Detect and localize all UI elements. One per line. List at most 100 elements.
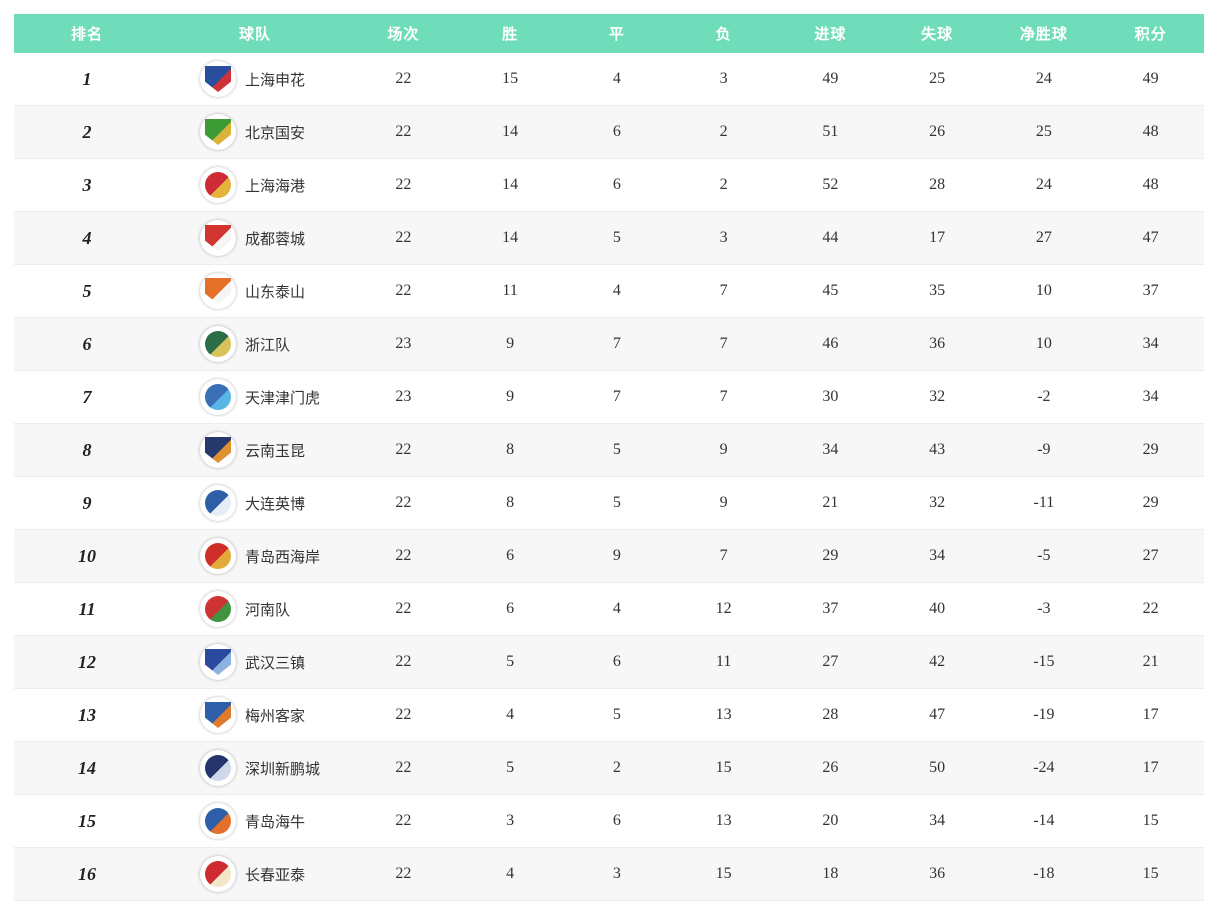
team-logo-icon (200, 432, 236, 468)
rank-cell: 3 (82, 174, 92, 195)
team-logo-emblem (205, 331, 231, 357)
stat-cell-goal_diff: -19 (1033, 706, 1055, 723)
header-cell-draw: 平 (608, 26, 625, 43)
stat-cell-goals_against: 17 (929, 229, 946, 246)
stat-cell-win: 4 (506, 865, 515, 882)
stat-cell-points: 27 (1142, 547, 1159, 564)
table-row: 10 青岛西海岸 22 6 9 7 29 34 -5 27 (14, 530, 1204, 583)
stat-cell-win: 5 (506, 653, 515, 670)
stat-cell-played: 22 (395, 547, 412, 564)
stat-cell-goals_against: 35 (929, 282, 946, 299)
stat-cell-win: 3 (506, 812, 515, 829)
stat-cell-goals_against: 42 (929, 653, 946, 670)
team-logo-emblem (205, 808, 231, 834)
stat-cell-draw: 9 (612, 547, 621, 564)
team-cell: 武汉三镇 (160, 644, 350, 680)
table-row: 6 浙江队 23 9 7 7 46 36 10 34 (14, 318, 1204, 371)
stat-cell-goals_for: 49 (822, 70, 839, 87)
stat-cell-win: 14 (502, 123, 519, 140)
team-name: 成都蓉城 (245, 230, 306, 248)
stat-cell-goals_against: 47 (929, 706, 946, 723)
stat-cell-loss: 2 (719, 123, 728, 140)
stat-cell-draw: 4 (612, 600, 621, 617)
stat-cell-win: 6 (506, 547, 515, 564)
team-logo-emblem (205, 596, 231, 622)
team-logo-icon (200, 114, 236, 150)
stat-cell-played: 22 (395, 600, 412, 617)
stat-cell-win: 11 (502, 282, 518, 299)
table-row: 12 武汉三镇 22 5 6 11 27 42 -15 21 (14, 636, 1204, 689)
header-cell-goals_against: 失球 (921, 26, 954, 43)
stat-cell-draw: 4 (612, 70, 621, 87)
team-cell: 上海申花 (160, 61, 350, 97)
table-row: 11 河南队 22 6 4 12 37 40 -3 22 (14, 583, 1204, 636)
stat-cell-played: 22 (395, 70, 412, 87)
stat-cell-goal_diff: -11 (1033, 494, 1055, 511)
team-logo-icon (200, 856, 236, 892)
stat-cell-goal_diff: -18 (1033, 865, 1055, 882)
team-logo-icon (200, 273, 236, 309)
stat-cell-loss: 7 (719, 388, 728, 405)
stat-cell-win: 14 (502, 176, 519, 193)
stat-cell-points: 15 (1142, 865, 1159, 882)
stat-cell-win: 14 (502, 229, 519, 246)
stat-cell-goals_for: 45 (822, 282, 839, 299)
team-logo-emblem (205, 437, 231, 463)
stat-cell-points: 48 (1142, 176, 1159, 193)
stat-cell-goals_for: 28 (822, 706, 839, 723)
stat-cell-goals_against: 25 (929, 70, 946, 87)
team-cell: 河南队 (160, 591, 350, 627)
stat-cell-points: 15 (1142, 812, 1159, 829)
rank-cell: 5 (82, 280, 92, 301)
stat-cell-draw: 7 (612, 388, 621, 405)
team-logo-emblem (205, 66, 231, 92)
stat-cell-points: 48 (1142, 123, 1159, 140)
stat-cell-draw: 6 (612, 653, 621, 670)
team-name: 天津津门虎 (245, 389, 321, 407)
stat-cell-played: 23 (395, 335, 412, 352)
table-row: 5 山东泰山 22 11 4 7 45 35 10 37 (14, 265, 1204, 318)
table-row: 3 上海海港 22 14 6 2 52 28 24 48 (14, 159, 1204, 212)
team-logo-icon (200, 750, 236, 786)
team-name: 青岛西海岸 (245, 548, 321, 566)
stat-cell-loss: 2 (719, 176, 728, 193)
team-logo-emblem (205, 278, 231, 304)
stat-cell-win: 4 (506, 706, 515, 723)
stat-cell-points: 34 (1142, 388, 1159, 405)
stat-cell-draw: 4 (612, 282, 621, 299)
header-cell-team: 球队 (238, 26, 271, 43)
stat-cell-win: 9 (506, 335, 515, 352)
stat-cell-loss: 11 (715, 653, 732, 670)
rank-cell: 2 (82, 121, 92, 142)
table-row: 1 上海申花 22 15 4 3 49 25 24 49 (14, 53, 1204, 106)
team-cell: 梅州客家 (160, 697, 350, 733)
stat-cell-goals_for: 18 (822, 865, 839, 882)
team-logo-icon (200, 220, 236, 256)
stat-cell-played: 22 (395, 229, 412, 246)
stat-cell-played: 22 (395, 759, 412, 776)
team-logo-icon (200, 326, 236, 362)
stat-cell-goals_against: 36 (929, 865, 946, 882)
stat-cell-points: 29 (1142, 441, 1159, 458)
team-name: 深圳新鹏城 (245, 760, 321, 778)
team-name: 大连英博 (245, 495, 306, 513)
table-row: 9 大连英博 22 8 5 9 21 32 -11 29 (14, 477, 1204, 530)
team-cell: 大连英博 (160, 485, 350, 521)
team-logo-icon (200, 167, 236, 203)
stat-cell-played: 22 (395, 706, 412, 723)
stat-cell-loss: 3 (719, 70, 728, 87)
rank-cell: 1 (82, 68, 92, 89)
stat-cell-goal_diff: 27 (1035, 229, 1052, 246)
stat-cell-points: 17 (1142, 759, 1159, 776)
rank-cell: 7 (82, 386, 92, 407)
stat-cell-points: 17 (1142, 706, 1159, 723)
table-body: 1 上海申花 22 15 4 3 49 25 24 49 2 北京国安 22 14 6 2 51 26 25 48 3 上… (14, 53, 1204, 901)
stat-cell-win: 5 (506, 759, 515, 776)
stat-cell-played: 22 (395, 865, 412, 882)
stat-cell-goals_against: 43 (929, 441, 946, 458)
stat-cell-goals_for: 37 (822, 600, 839, 617)
team-logo-emblem (205, 119, 231, 145)
team-name: 浙江队 (245, 336, 291, 354)
stat-cell-points: 37 (1142, 282, 1159, 299)
